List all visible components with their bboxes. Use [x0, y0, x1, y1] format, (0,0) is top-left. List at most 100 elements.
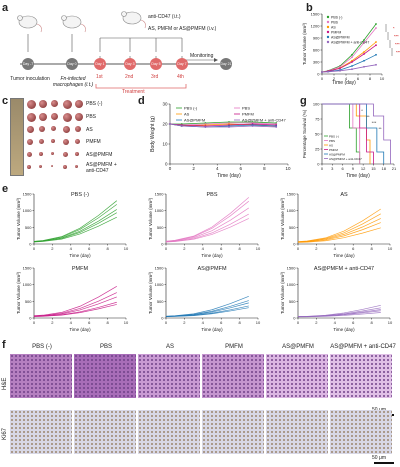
series-line	[170, 121, 277, 125]
chart-g-ylabel: Percentage Survival (%)	[302, 109, 307, 158]
tumor-specimen	[63, 100, 72, 109]
chart-e-ylabel: Tumor Volume (mm³)	[280, 197, 285, 240]
ruler-image	[10, 98, 24, 176]
day-label: Day -7	[22, 62, 34, 66]
x-tick-label: 0	[165, 246, 168, 251]
dose-label: 4th	[177, 74, 184, 80]
y-tick-label: 500	[289, 299, 296, 304]
y-tick-label: 1000	[155, 282, 165, 287]
x-tick-label: 8	[106, 320, 109, 325]
tumor-specimen	[39, 139, 44, 144]
significance-star: ***	[394, 34, 399, 39]
data-point	[351, 61, 353, 63]
legend-label: AS@PMFM + anti-CD47	[242, 118, 287, 123]
legend-marker	[326, 25, 330, 29]
x-tick-label: 10	[124, 320, 129, 325]
y-tick-label: 1500	[311, 12, 321, 17]
tumor-specimen	[63, 152, 68, 157]
histology-column-label: AS@PMFM	[282, 344, 314, 350]
chart-e-ylabel: Tumor Volume (mm³)	[148, 197, 153, 240]
y-tick-label: 0	[29, 242, 32, 247]
data-point	[375, 41, 377, 43]
x-tick-label: 4	[334, 246, 337, 251]
x-tick-label: 2	[315, 320, 318, 325]
tumor-specimen	[39, 113, 47, 121]
x-tick-label: 10	[380, 76, 385, 81]
chart-e-title: PBS	[206, 192, 217, 198]
x-tick-label: 0	[165, 320, 168, 325]
chart-e-title: AS@PMFM	[197, 266, 227, 272]
dose-label: 2nd	[125, 74, 134, 80]
tumor-photo-legend-item: AS	[86, 126, 93, 133]
significance-star: ***	[395, 42, 400, 47]
x-tick-label: 6	[88, 246, 91, 251]
treatment-scheme	[17, 11, 232, 89]
legend-label: AS@PMFM + anti-CD47	[329, 157, 362, 161]
ki67-stain-image	[202, 410, 264, 454]
he-stain-image	[266, 354, 328, 398]
x-tick-label: 0	[33, 320, 36, 325]
he-stain-image	[330, 354, 392, 398]
y-tick-label: 1000	[287, 282, 297, 287]
tumor-specimen	[27, 165, 31, 169]
series-line	[169, 123, 277, 128]
significance-star: *	[393, 26, 395, 31]
y-tick-label: 900	[313, 36, 320, 41]
x-tick-label: 2	[333, 76, 336, 81]
mouse-icon	[17, 15, 42, 33]
y-tick-label: 500	[157, 225, 164, 230]
chart-e-ylabel: Tumor Volume (mm³)	[148, 271, 153, 314]
x-tick-label: 6	[352, 246, 355, 251]
x-tick-label: 12	[361, 166, 366, 171]
x-tick-label: 2	[51, 320, 54, 325]
ki67-stain-image	[330, 410, 392, 454]
y-tick-label: 500	[25, 299, 32, 304]
significance-star: **	[378, 126, 382, 131]
data-point	[351, 68, 353, 71]
tumor-specimen	[75, 100, 83, 108]
legend-label: AS@PMFM + anti-CD47	[331, 41, 369, 45]
x-tick-label: 4	[334, 320, 337, 325]
data-point	[251, 125, 254, 127]
tumor-specimen	[75, 113, 83, 121]
legend-label: AS	[184, 112, 190, 117]
data-point	[351, 56, 353, 59]
tumor-specimen	[39, 126, 45, 132]
ki67-stain-image	[266, 410, 328, 454]
data-point	[363, 59, 365, 62]
tumor-specimen	[27, 152, 32, 157]
label-treatment-agents: AS, PMFM or AS@PMFM (i.v.)	[148, 26, 217, 32]
legend-label: PBS	[242, 106, 250, 111]
data-point	[327, 70, 329, 73]
x-tick-label: 10	[388, 320, 393, 325]
x-tick-label: 10	[256, 320, 261, 325]
he-stain-image	[74, 354, 136, 398]
x-tick-label: 0	[33, 246, 36, 251]
individual-curve	[165, 305, 249, 317]
label-tumor-inoculation: Tumor inoculation	[10, 76, 50, 82]
y-tick-label: 20	[162, 122, 168, 127]
day-label: Day 3	[125, 62, 135, 66]
mouse-icon	[61, 15, 86, 33]
chart-e-title: PMFM	[72, 266, 89, 272]
y-tick-label: 500	[25, 225, 32, 230]
chart-e-xlabel: Time (day)	[333, 327, 355, 332]
ki67-stain-image	[10, 410, 72, 454]
series-line	[169, 123, 277, 127]
legend-label: AS	[329, 144, 333, 148]
y-tick-label: 500	[289, 225, 296, 230]
y-tick-label: 0	[161, 242, 164, 247]
label-anti-cd47: anti-CD47 (i.t.)	[148, 14, 181, 20]
individual-curve	[33, 216, 117, 243]
x-tick-label: 8	[238, 320, 241, 325]
tumor-photo-legend: PBS (-) PBS AS PMFM AS@PMFM AS@PMFM + an…	[86, 98, 126, 174]
data-point	[363, 53, 365, 55]
tumor-specimen	[51, 152, 54, 155]
legend-marker	[326, 40, 330, 44]
data-point	[351, 65, 353, 67]
x-tick-label: 0	[169, 166, 172, 171]
x-tick-label: 21	[392, 166, 397, 171]
data-point	[180, 125, 183, 127]
data-point	[375, 23, 377, 25]
dose-label: 3rd	[151, 74, 159, 80]
